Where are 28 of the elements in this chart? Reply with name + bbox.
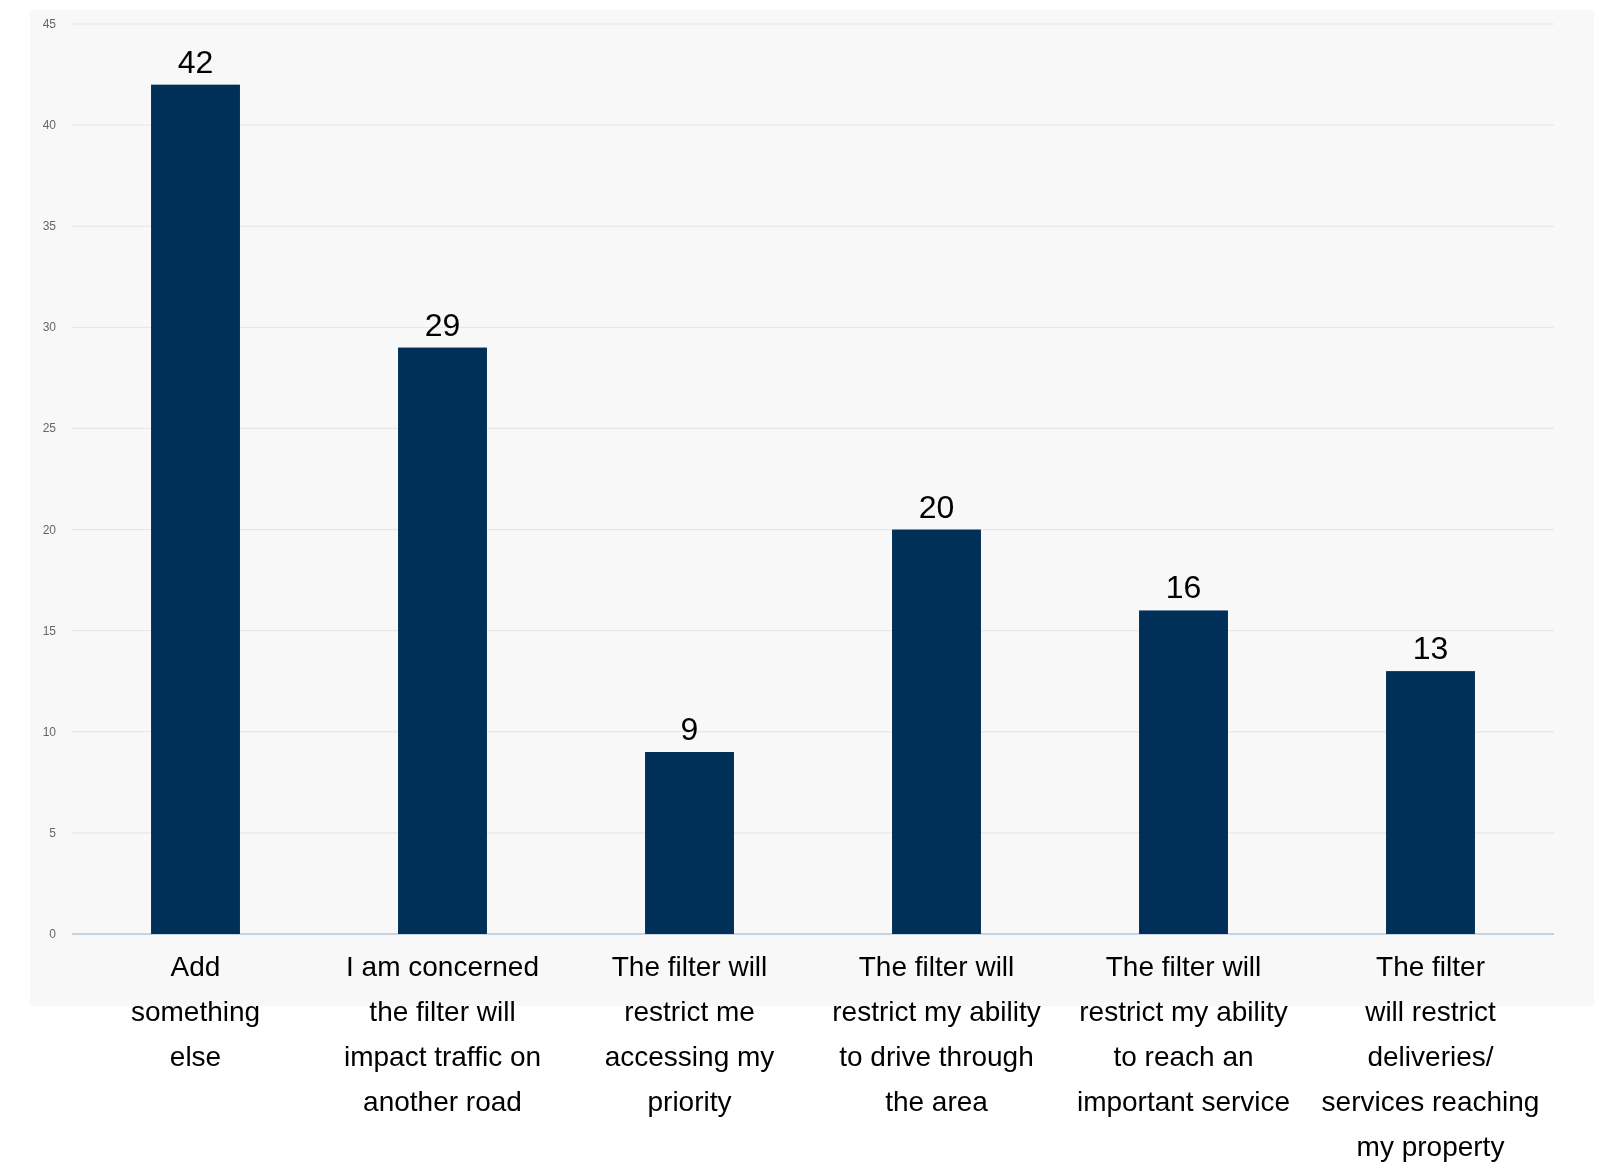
y-tick-label: 25 bbox=[42, 421, 57, 436]
y-tick-label: 35 bbox=[42, 219, 57, 234]
data-label: 20 bbox=[918, 488, 955, 525]
y-tick-label: 45 bbox=[42, 17, 57, 31]
y-tick-label: 15 bbox=[42, 623, 57, 638]
y-tick-label: 0 bbox=[49, 927, 57, 941]
x-tick-label: The filter will restrict my ability to reach an important service bbox=[1076, 951, 1291, 1117]
bar bbox=[398, 347, 487, 934]
bar bbox=[1386, 671, 1475, 934]
x-tick-label: I am concerned the filter will impact traffic on another road bbox=[343, 951, 542, 1117]
x-tick-label: Add something else bbox=[130, 951, 261, 1072]
data-label: 13 bbox=[1412, 630, 1449, 667]
bar bbox=[645, 752, 734, 934]
bar bbox=[151, 84, 240, 934]
y-tick-label: 5 bbox=[49, 825, 57, 840]
data-label: 9 bbox=[680, 711, 699, 747]
x-tick-label: The filter will restrict deliveries/ services reaching my property bbox=[1321, 951, 1540, 1162]
bar bbox=[892, 529, 981, 934]
y-tick-label: 40 bbox=[42, 118, 57, 133]
y-tick-label: 20 bbox=[42, 522, 57, 537]
y-tick-label: 30 bbox=[42, 320, 57, 335]
x-tick-label: The filter will restrict me accessing my priority bbox=[604, 951, 775, 1117]
data-label: 29 bbox=[424, 306, 461, 343]
data-label: 42 bbox=[177, 43, 214, 80]
y-tick-label: 10 bbox=[42, 724, 57, 739]
bar bbox=[1139, 610, 1228, 934]
x-tick-label: The filter will restrict my ability to drive through the area bbox=[832, 951, 1041, 1117]
data-label: 16 bbox=[1165, 569, 1202, 606]
